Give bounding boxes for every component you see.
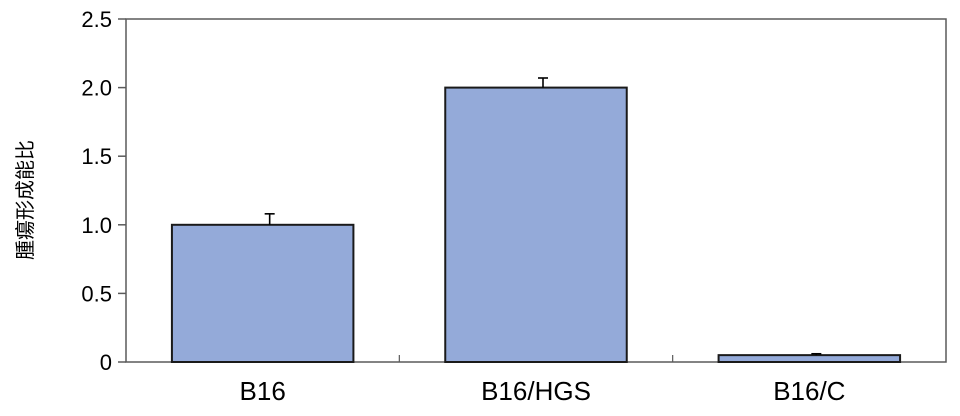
y-tick-label: 1.0	[81, 213, 112, 238]
y-axis-label: 腫瘍形成能比	[13, 140, 37, 260]
y-tick-label: 2.0	[81, 76, 112, 101]
x-category-label: B16/C	[773, 376, 845, 406]
y-tick-label: 1.5	[81, 144, 112, 169]
error-bars	[264, 77, 822, 356]
bar	[444, 86, 628, 363]
x-axis-labels: B16 B16/HGS B16/C	[240, 376, 846, 406]
bar	[717, 354, 902, 364]
bar	[170, 223, 355, 363]
y-tick-label: 0.5	[81, 281, 112, 306]
bars	[170, 86, 902, 364]
y-axis-ticks: 0 0.5 1.0 1.5 2.0 2.5	[81, 7, 674, 375]
x-category-label: B16	[240, 376, 286, 406]
x-category-label: B16/HGS	[481, 376, 591, 406]
y-tick-label: 2.5	[81, 7, 112, 32]
y-tick-label: 0	[100, 350, 112, 375]
